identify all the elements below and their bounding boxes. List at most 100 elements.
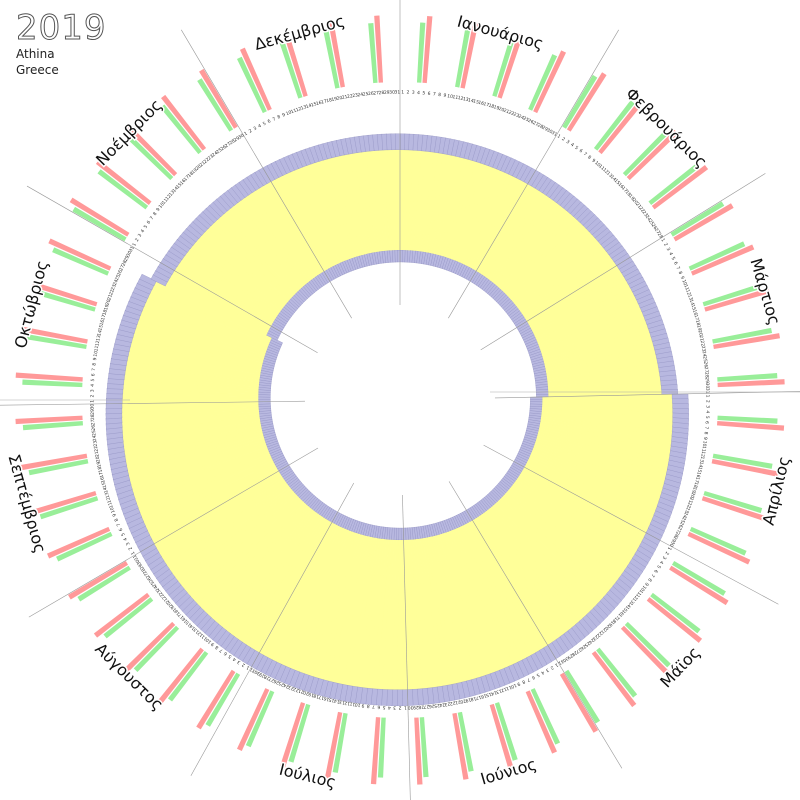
- daylight-band: [497, 499, 601, 605]
- daylight-band: [410, 150, 422, 251]
- daylight-band: [139, 455, 272, 518]
- day-number-label: 14: [333, 697, 340, 704]
- saturday-bar: [377, 717, 386, 778]
- sunday-bar: [370, 717, 381, 785]
- daylight-band: [132, 332, 263, 368]
- day-number-label: 2: [241, 661, 247, 668]
- sunday-bar: [452, 712, 469, 780]
- daylight-band: [542, 404, 673, 414]
- daylight-band: [429, 536, 467, 683]
- daylight-band: [400, 149, 405, 251]
- day-number-label: 24: [587, 637, 595, 645]
- day-number-label: 31: [249, 666, 257, 674]
- day-number-label: 13: [686, 294, 694, 302]
- daylight-band: [174, 266, 273, 327]
- daylight-band: [177, 488, 293, 585]
- day-number-label: 20: [697, 330, 704, 337]
- daylight-band: [123, 383, 259, 395]
- day-number-label: 30: [704, 382, 710, 388]
- day-number-label: 27: [90, 419, 96, 425]
- sunset-twilight-band: [396, 689, 403, 706]
- sunset-twilight-band: [115, 484, 133, 495]
- daylight-band: [537, 433, 669, 470]
- daylight-band: [513, 481, 630, 567]
- daylight-band: [547, 363, 659, 382]
- daylight-band: [460, 170, 505, 264]
- day-number-label: 1: [704, 395, 710, 398]
- daylight-band: [125, 365, 260, 385]
- daylight-band: [525, 462, 651, 529]
- day-number-label: 27: [268, 675, 276, 683]
- daylight-band: [230, 205, 304, 289]
- day-number-label: 15: [97, 324, 104, 331]
- daylight-band: [539, 423, 672, 452]
- day-number-label: 11: [700, 445, 707, 452]
- daylight-band: [508, 225, 587, 299]
- day-number-label: 29: [541, 125, 549, 133]
- saturday-bar: [455, 27, 471, 88]
- day-number-label: 29: [704, 377, 710, 383]
- day-number-label: 8: [91, 362, 97, 366]
- day-number-label: 22: [347, 93, 354, 100]
- daylight-band: [151, 468, 279, 544]
- sunday-bar: [414, 717, 423, 785]
- day-number-label: 9: [111, 512, 118, 517]
- daylight-band: [207, 504, 309, 618]
- day-number-label: 3: [661, 555, 668, 561]
- day-number-label: 18: [97, 466, 104, 473]
- month-divider-line: [483, 444, 779, 605]
- daylight-band: [134, 328, 263, 366]
- daylight-band: [542, 401, 673, 409]
- day-number-label: 7: [91, 368, 97, 372]
- saturday-bar: [562, 74, 598, 129]
- daylight-band: [534, 442, 665, 489]
- day-number-label: 19: [607, 619, 615, 627]
- daylight-band: [365, 151, 383, 252]
- day-number-label: 9: [643, 581, 650, 587]
- saturday-bar: [39, 496, 99, 520]
- day-number-label: 10: [701, 440, 708, 447]
- day-number-label: 30: [90, 404, 96, 410]
- day-number-label: 25: [679, 516, 687, 524]
- daylight-band: [531, 280, 629, 333]
- daylight-band: [138, 315, 265, 359]
- day-number-label: 21: [341, 94, 348, 101]
- daylight-band: [534, 288, 633, 338]
- day-number-label: 13: [495, 687, 502, 695]
- daylight-band: [124, 369, 260, 388]
- daylight-band: [491, 200, 557, 283]
- day-number-label: 5: [262, 121, 267, 128]
- daylight-band: [502, 494, 610, 594]
- daylight-band: [474, 181, 529, 272]
- day-number-label: 15: [175, 182, 183, 190]
- day-number-label: 25: [91, 430, 98, 436]
- day-number-label: 3: [412, 90, 415, 96]
- daylight-band: [482, 512, 572, 632]
- daylight-band: [544, 341, 654, 370]
- day-number-label: 15: [310, 101, 317, 108]
- daylight-band: [504, 219, 581, 296]
- daylight-band: [285, 528, 348, 669]
- saturday-bar: [416, 22, 426, 83]
- daylight-band: [403, 539, 413, 690]
- daylight-band: [196, 499, 303, 608]
- sunday-bar: [422, 15, 433, 84]
- sunday-bar: [716, 421, 785, 431]
- daylight-band: [128, 351, 261, 378]
- daylight-band: [523, 467, 647, 538]
- daylight-band: [250, 519, 330, 651]
- saturday-bar: [103, 597, 154, 639]
- daylight-band: [540, 316, 646, 355]
- day-number-label: 25: [277, 680, 285, 688]
- day-number-label: 28: [418, 704, 424, 710]
- day-number-label: 14: [688, 299, 696, 306]
- daylight-band: [290, 170, 338, 266]
- daylight-band: [121, 411, 260, 428]
- daylight-band: [440, 159, 473, 257]
- month-label: Δεκέμβριος: [252, 11, 347, 54]
- day-number-label: 21: [687, 496, 695, 503]
- daylight-band: [127, 435, 265, 476]
- sunset-twilight-band: [110, 465, 128, 475]
- daylight-band: [246, 518, 328, 648]
- daylight-band: [505, 490, 616, 587]
